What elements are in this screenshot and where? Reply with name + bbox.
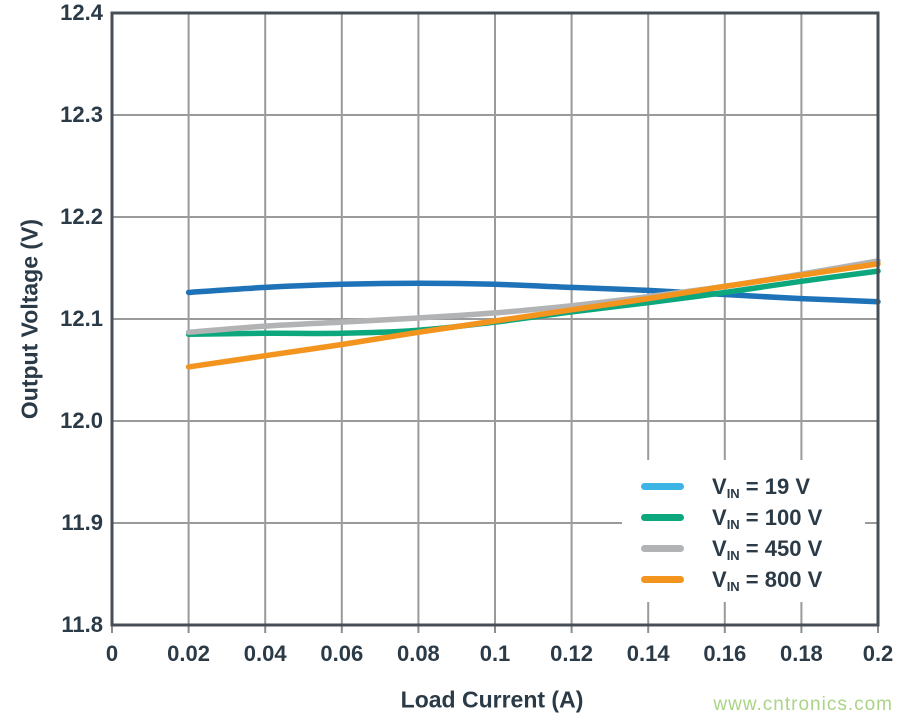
legend-label-vin-19: VIN = 19 V xyxy=(712,473,811,501)
x-tick-label: 0.04 xyxy=(243,641,287,666)
y-tick-label: 12.0 xyxy=(60,408,103,433)
x-tick-label: 0.12 xyxy=(550,641,593,666)
y-tick-label: 12.2 xyxy=(60,204,103,229)
x-tick-label: 0.02 xyxy=(167,641,210,666)
series-line-vin-800 xyxy=(185,261,881,370)
series-line-vin-19 xyxy=(185,280,881,305)
legend: VIN = 19 V VIN = 100 V VIN = 450 V VIN = 80… xyxy=(622,460,865,602)
legend-label-vin-800: VIN = 800 V xyxy=(712,566,823,594)
y-tick-label: 11.9 xyxy=(61,510,103,535)
legend-swatch-vin-800 xyxy=(641,576,684,583)
x-tick-label: 0.16 xyxy=(703,641,747,666)
x-tick-label: 0.18 xyxy=(779,641,823,666)
y-tick-label: 11.8 xyxy=(61,612,103,637)
legend-label-vin-450: VIN = 450 V xyxy=(712,535,823,563)
legend-item-vin-800: VIN = 800 V xyxy=(622,564,865,595)
legend-swatch-vin-100 xyxy=(641,514,684,521)
x-tick-label: 0 xyxy=(105,641,119,666)
legend-item-vin-19: VIN = 19 V xyxy=(622,471,865,502)
watermark: www.cntronics.com xyxy=(713,694,893,715)
y-tick-label: 12.3 xyxy=(60,102,103,127)
legend-label-vin-100: VIN = 100 V xyxy=(712,504,823,532)
x-axis-title: Load Current (A) xyxy=(400,686,584,713)
y-axis-title: Output Voltage (V) xyxy=(16,218,43,420)
legend-item-vin-450: VIN = 450 V xyxy=(622,533,865,564)
plot-border xyxy=(110,11,880,627)
y-tick-label: 12.4 xyxy=(60,0,103,25)
legend-item-vin-100: VIN = 100 V xyxy=(622,502,865,533)
legend-swatch-vin-19 xyxy=(641,483,684,490)
x-tick-label: 0.08 xyxy=(396,641,440,666)
x-tick-label: 0.2 xyxy=(862,641,894,666)
y-tick-label: 12.1 xyxy=(60,306,103,331)
legend-swatch-vin-450 xyxy=(641,545,684,552)
x-tick-label: 0.06 xyxy=(320,641,364,666)
x-tick-label: 0.1 xyxy=(479,641,511,666)
x-tick-label: 0.14 xyxy=(626,641,670,666)
